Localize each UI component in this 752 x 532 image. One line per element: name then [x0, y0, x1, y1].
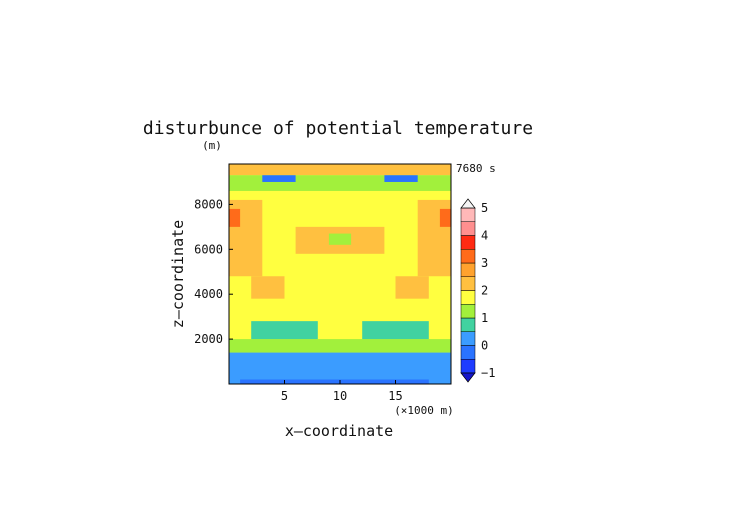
colorbar-tick-label: 3 [481, 256, 488, 270]
colorbar-segment-9 [460, 235, 476, 250]
field-region-12 [362, 321, 429, 340]
chart-title: disturbunce of potential temperature [143, 118, 533, 139]
colorbar-segment-3 [460, 317, 476, 332]
y-tick-label: 8000 [194, 197, 223, 211]
x-tick-label: 15 [388, 389, 402, 403]
colorbar-tick-label: 4 [481, 229, 488, 243]
colorbar-segment-10 [460, 221, 476, 236]
colorbar-segment-6 [460, 276, 476, 291]
colorbar-tick-label: 5 [481, 201, 488, 215]
colorbar-tick-label: 0 [481, 339, 488, 353]
colorbar: −1 0 1 2 3 4 5 [460, 198, 495, 383]
colorbar-segment-8 [460, 249, 476, 264]
x-unit-label: (×1000 m) [394, 404, 454, 417]
field-region-3 [229, 339, 451, 353]
y-axis-label: z—coordinate [169, 220, 187, 328]
field-region-16 [439, 208, 451, 227]
colorbar-max-arrow [460, 198, 476, 209]
colorbar-tick-label: 1 [481, 311, 488, 325]
colorbar-segment-11 [460, 207, 476, 222]
colorbar-segment-5 [460, 290, 476, 305]
y-tick-label: 4000 [194, 287, 223, 301]
field-region-13 [262, 175, 296, 182]
field-region-8 [251, 276, 285, 299]
y-tick-label: 2000 [194, 332, 223, 346]
y-tick-label: 6000 [194, 242, 223, 256]
x-axis-label: x—coordinate [285, 422, 393, 440]
field-region-5 [240, 379, 429, 384]
field-region-4 [229, 352, 451, 384]
field-region-1 [229, 164, 451, 176]
field-region-11 [251, 321, 318, 340]
field-region-17 [328, 233, 352, 245]
field-region-9 [395, 276, 429, 299]
colorbar-segment-2 [460, 331, 476, 346]
colorbar-tick-label: 2 [481, 284, 488, 298]
x-axis: 5 10 15 [281, 380, 403, 403]
colorbar-min-arrow [460, 372, 476, 383]
field-region-15 [229, 208, 241, 227]
time-label: 7680 s [456, 162, 496, 175]
colorbar-segment-0 [460, 359, 476, 374]
colorbar-segment-4 [460, 304, 476, 319]
colorbar-tick-label: −1 [481, 366, 495, 380]
x-tick-label: 5 [281, 389, 288, 403]
colorbar-segment-7 [460, 262, 476, 277]
y-unit-label: (m) [202, 139, 222, 152]
colorbar-segment-1 [460, 345, 476, 360]
field-region-18 [328, 199, 352, 214]
plot-area [229, 164, 451, 384]
x-tick-label: 10 [333, 389, 347, 403]
field-region-14 [384, 175, 418, 182]
y-axis: 2000 4000 6000 8000 [194, 197, 233, 346]
